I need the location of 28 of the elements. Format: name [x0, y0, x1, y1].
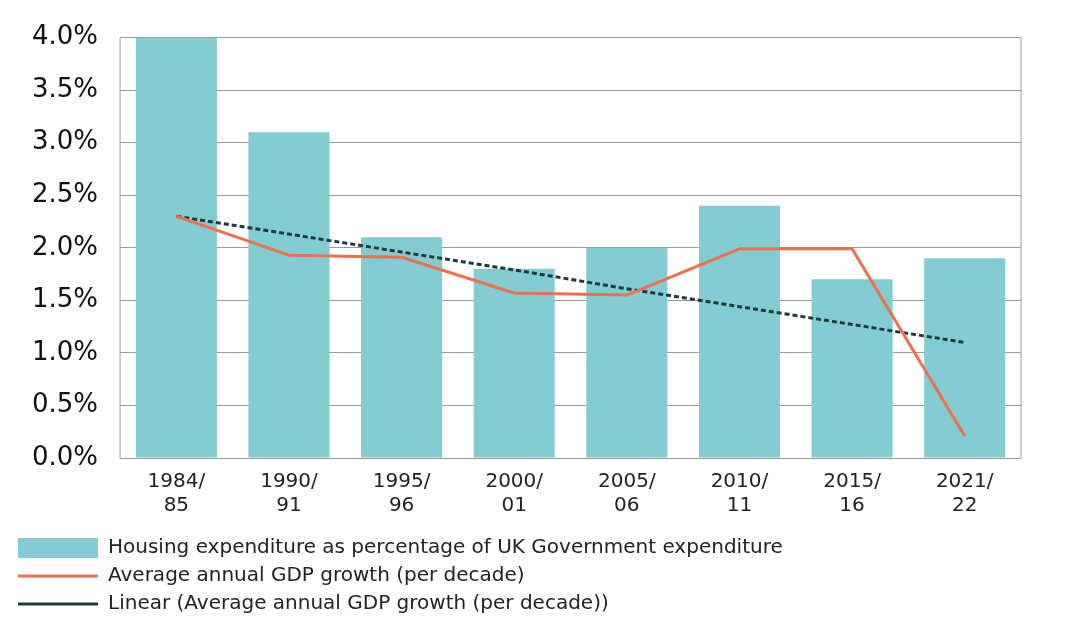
legend-label: Linear (Average annual GDP growth (per decade)): [108, 590, 609, 615]
bar: [248, 132, 330, 458]
y-tick-label: 0.5%: [31, 388, 99, 419]
x-tick-label: 2000/01: [485, 468, 544, 517]
y-tick-label: 1.0%: [31, 335, 99, 366]
bar: [135, 37, 217, 458]
x-tick-label: 2005/06: [598, 468, 656, 517]
x-tick-label: 1990/91: [260, 468, 319, 517]
bar: [586, 247, 668, 458]
legend-label: Average annual GDP growth (per decade): [108, 562, 525, 587]
y-tick-label: 1.5%: [31, 283, 99, 314]
bar: [473, 268, 555, 458]
x-tick-label: 1984/85: [147, 468, 206, 517]
bar: [361, 237, 443, 458]
y-tick-label: 3.0%: [31, 125, 99, 156]
y-tick-label: 2.5%: [31, 178, 99, 208]
y-tick-label: 0.0%: [31, 440, 99, 471]
y-tick-label: 4.0%: [31, 20, 99, 51]
legend-label: Housing expenditure as percentage of UK Government expenditure: [108, 534, 783, 559]
x-tick-label: 2010/11: [710, 468, 769, 517]
x-tick-label: 1995/96: [372, 468, 431, 517]
y-tick-label: 3.5%: [31, 72, 99, 103]
bar: [924, 258, 1006, 458]
bar: [698, 205, 780, 458]
bar: [811, 279, 893, 458]
y-tick-label: 2.0%: [31, 230, 99, 261]
x-tick-label: 2021/22: [935, 468, 994, 517]
x-tick-label: 2015/16: [823, 468, 882, 517]
